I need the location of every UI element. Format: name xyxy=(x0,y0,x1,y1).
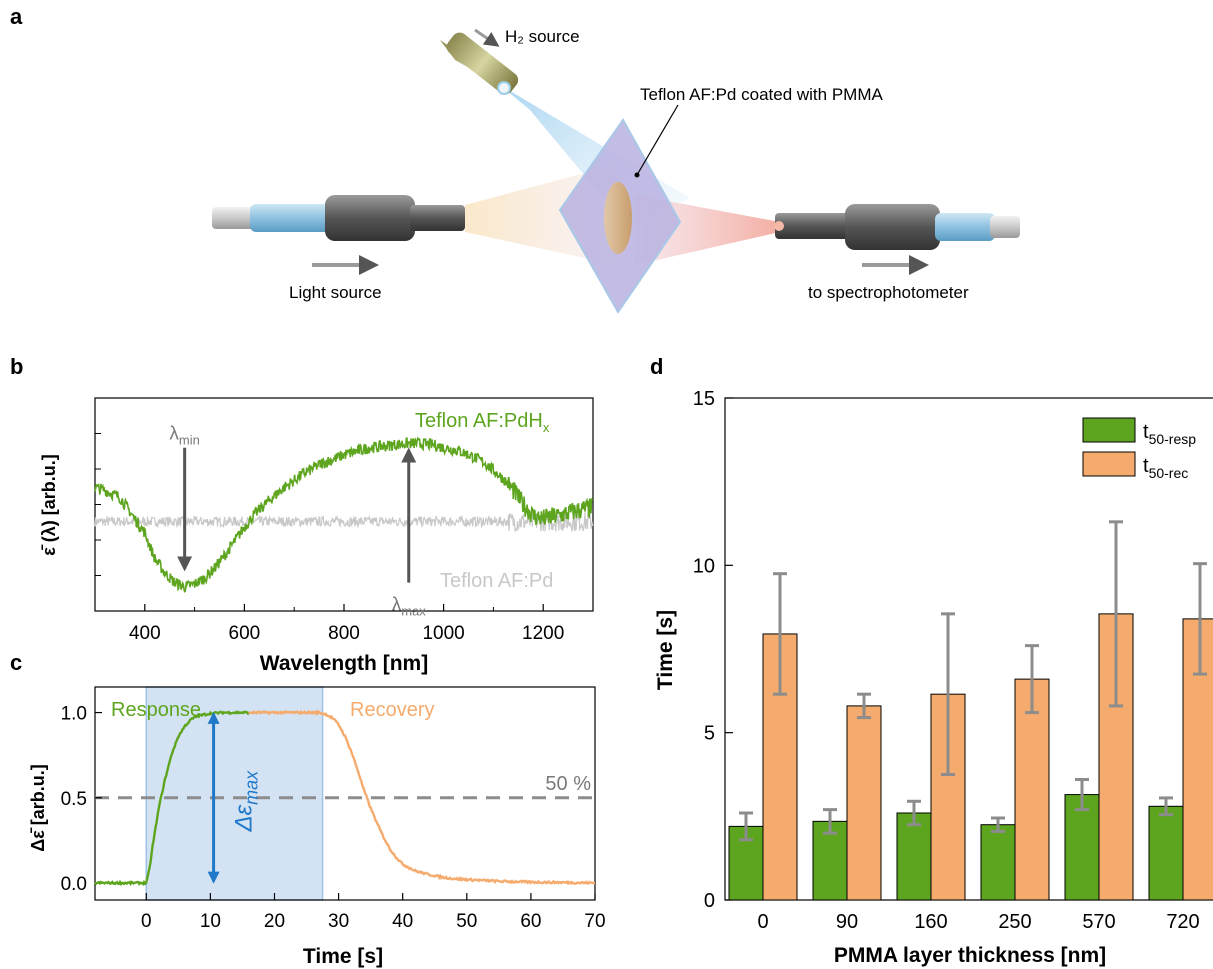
legend-label-rec: t50-rec xyxy=(1143,455,1188,481)
panel-b-chart: 400 600 800 1000 1200 λmin λmax Teflon AF:PdH… xyxy=(39,397,594,675)
panel-d-legend: t50-resp t50-rec xyxy=(1082,417,1196,481)
sample-callout-dot xyxy=(634,172,640,178)
panel-d-xtick-label: 160 xyxy=(914,911,947,933)
h2-source-label: H₂ source xyxy=(505,27,580,46)
sample-label: Teflon AF:Pd coated with PMMA xyxy=(640,85,883,104)
panel-d-xtick-label: 250 xyxy=(998,911,1031,933)
panel-b-legend-pd: Teflon AF:Pd xyxy=(440,570,553,592)
panel-c-xtick-label: 50 xyxy=(456,911,477,932)
bar-resp xyxy=(1064,794,1100,901)
bar-resp xyxy=(896,812,932,901)
panel-b-series-pd xyxy=(94,510,594,532)
panel-c-series xyxy=(94,709,596,887)
panel-d-xtick-label: 570 xyxy=(1082,911,1115,933)
panel-c-response-curve xyxy=(94,710,250,887)
left-fiber-end xyxy=(212,207,260,229)
right-ferrule-tip xyxy=(774,221,784,231)
panel-c-chart: 50 % 0 10 20 30 40 50 60 70 0.0 0.5 1.0 Δεmax Resp… xyxy=(28,686,606,968)
bar-rec xyxy=(1014,678,1050,901)
panel-c-50pct-label: 50 % xyxy=(545,773,591,795)
panel-c-xtick-label: 70 xyxy=(584,911,605,932)
panel-c-frame xyxy=(94,686,596,901)
panel-label-b: b xyxy=(10,354,23,379)
panel-b-series xyxy=(94,436,594,593)
panel-c-xtick-label: 60 xyxy=(520,911,541,932)
legend-swatch-rec xyxy=(1082,451,1136,477)
panel-c-xtick-label: 30 xyxy=(328,911,349,932)
panel-label-c: c xyxy=(10,650,22,675)
left-ferrule xyxy=(410,205,465,231)
panel-c-xtick-label: 20 xyxy=(264,911,285,932)
lens-spot xyxy=(604,182,632,254)
panel-c-recovery-curve xyxy=(248,709,596,886)
panel-c-recovery-label: Recovery xyxy=(350,699,434,721)
panel-d-frame xyxy=(724,397,1213,901)
panel-d-ytick-label: 10 xyxy=(693,555,715,577)
panel-b-legend-pdhx: Teflon AF:PdHx xyxy=(415,410,550,435)
right-fiber-sleeve xyxy=(935,213,995,241)
panel-d-xtick-label: 720 xyxy=(1166,911,1199,933)
spectrophotometer-label: to spectrophotometer xyxy=(808,283,969,302)
panel-c-xlabel: Time [s] xyxy=(303,945,383,968)
panel-label-d: d xyxy=(650,354,663,379)
panel-d-xtick-label: 0 xyxy=(757,911,768,933)
panel-d-ticks: 0 5 10 15 0 90 160 250 570 720 xyxy=(693,388,1200,933)
right-connector xyxy=(845,204,940,250)
panel-d-ytick-label: 5 xyxy=(704,723,715,745)
panel-d-ytick-label: 0 xyxy=(704,890,715,912)
panel-b-annotations: λmin λmax xyxy=(169,424,426,619)
panel-c-ytick-label: 0.5 xyxy=(61,789,87,810)
bar-resp xyxy=(980,824,1016,901)
delta-eps: Δε xyxy=(231,804,258,832)
panel-b-ylabel: ε̄ (λ) [arb.u.] xyxy=(39,454,59,556)
panel-c-ytick-label: 0.0 xyxy=(61,874,87,895)
panel-a-schematic: H₂ source Light source to spectrophotome… xyxy=(212,27,1020,314)
delta-sub: max xyxy=(242,770,262,805)
light-source-label: Light source xyxy=(289,283,382,302)
panel-d-ylabel: Time [s] xyxy=(654,610,677,690)
panel-c-ticks: 0 10 20 30 40 50 60 70 0.0 0.5 1.0 xyxy=(61,704,606,932)
legend-swatch-resp xyxy=(1082,417,1136,443)
panel-c-xtick-label: 0 xyxy=(141,911,152,932)
panel-b-series-pdhx xyxy=(94,436,594,593)
panel-d-xtick-label: 90 xyxy=(836,911,858,933)
panel-c-xtick-label: 40 xyxy=(392,911,413,932)
panel-b-xlabel: Wavelength [nm] xyxy=(260,652,428,675)
left-connector xyxy=(325,195,415,241)
panel-b-lambda-label: λmax xyxy=(392,595,427,619)
panel-b-xtick-label: 600 xyxy=(229,623,261,644)
panel-d-bars xyxy=(728,520,1213,901)
panel-b-lambda-label: λmin xyxy=(169,424,199,448)
bar-rec xyxy=(846,705,882,901)
panel-b-xtick-label: 1000 xyxy=(422,623,464,644)
right-fiber-end xyxy=(990,216,1020,238)
bar-rec xyxy=(1182,618,1213,901)
panel-label-a: a xyxy=(10,4,23,29)
panel-c-ylabel: Δε̄ [arb.u.] xyxy=(28,764,48,851)
h2-arrow xyxy=(474,28,500,47)
panel-c-delta-label: Δεmax xyxy=(231,770,262,833)
panel-b-xtick-label: 1200 xyxy=(522,623,564,644)
left-fiber-sleeve xyxy=(250,204,332,232)
panel-b-ticks: 400 600 800 1000 1200 xyxy=(94,433,594,644)
panel-b-xtick-label: 400 xyxy=(129,623,161,644)
panel-d-ytick-label: 15 xyxy=(693,388,715,410)
panel-d-xlabel: PMMA layer thickness [nm] xyxy=(834,944,1106,967)
panel-c-xtick-label: 10 xyxy=(200,911,221,932)
h2-tube-body xyxy=(446,32,519,95)
h2-tube-tip xyxy=(497,81,511,95)
panel-c-ytick-label: 1.0 xyxy=(61,704,87,725)
bar-resp xyxy=(1148,805,1184,901)
panel-c-response-label: Response xyxy=(111,699,201,721)
right-ferrule xyxy=(775,213,850,239)
sample-callout-line xyxy=(636,104,679,176)
legend-label-resp: t50-resp xyxy=(1143,421,1196,447)
panel-d-chart: 0 5 10 15 0 90 160 250 570 720 t50-resp t50-rec P… xyxy=(654,388,1213,967)
panel-b-xtick-label: 800 xyxy=(328,623,360,644)
